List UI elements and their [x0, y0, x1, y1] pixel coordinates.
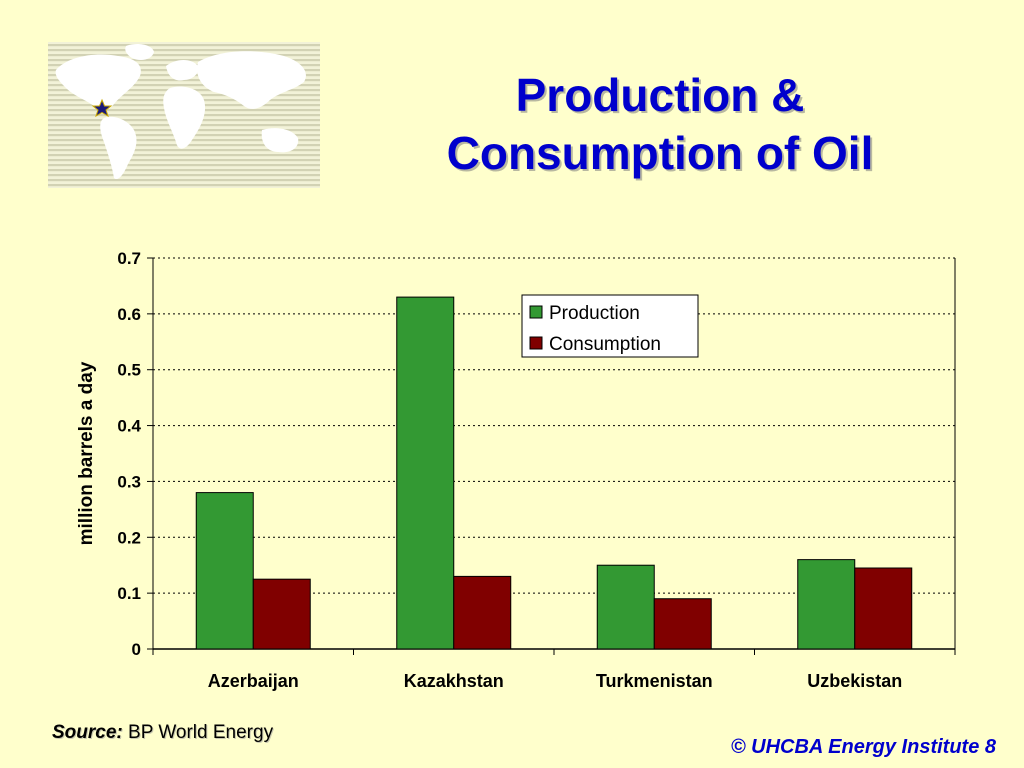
- bar-consumption-uzbekistan: [854, 567, 913, 650]
- y-tick-label: 0: [132, 640, 141, 659]
- y-tick-label: 0.3: [117, 472, 141, 491]
- bar-consumption-azerbaijan: [252, 578, 311, 650]
- legend-label-production: Production: [549, 303, 640, 324]
- source-label: Source:: [52, 722, 123, 743]
- world-map-logo: [48, 42, 320, 188]
- legend: Production Consumption: [521, 294, 699, 358]
- x-category-label: Turkmenistan: [596, 671, 713, 691]
- bar-consumption-kazakhstan: [453, 575, 512, 650]
- y-tick-label: 0.4: [117, 417, 141, 436]
- y-tick-label: 0.7: [117, 249, 141, 268]
- x-category-label: Uzbekistan: [807, 671, 902, 691]
- legend-box: [521, 294, 699, 358]
- title-line-2: Consumption of Oil: [446, 127, 874, 179]
- y-tick-label: 0.6: [117, 305, 141, 324]
- title-line-1: Production &: [515, 69, 805, 121]
- footer-credit: © UHCBA Energy Institute 8: [730, 736, 996, 758]
- page-title: Production & Consumption of Oil: [380, 66, 940, 182]
- star-icon: [91, 98, 113, 118]
- x-category-label: Azerbaijan: [208, 671, 299, 691]
- legend-swatch-consumption: [529, 336, 543, 350]
- bar-chart: 0 0.1 0.2 0.3 0.4 0.5 0.6 0.7 million barrels a …: [76, 249, 956, 691]
- bar-production-azerbaijan: [195, 492, 254, 650]
- y-axis-label: million barrels a day: [76, 361, 97, 545]
- x-category-label: Kazakhstan: [404, 671, 504, 691]
- legend-swatch-production: [529, 305, 543, 319]
- bar-production-uzbekistan: [797, 559, 856, 650]
- bar-consumption-turkmenistan: [653, 598, 712, 650]
- bar-production-turkmenistan: [596, 564, 655, 650]
- legend-label-consumption: Consumption: [549, 334, 661, 355]
- source-text: BP World Energy: [128, 722, 274, 743]
- y-tick-label: 0.1: [117, 584, 141, 603]
- source-note: Source: BP World Energy: [52, 722, 273, 744]
- bar-production-kazakhstan: [396, 296, 455, 650]
- y-tick-label: 0.5: [117, 361, 141, 380]
- y-tick-label: 0.2: [117, 528, 141, 547]
